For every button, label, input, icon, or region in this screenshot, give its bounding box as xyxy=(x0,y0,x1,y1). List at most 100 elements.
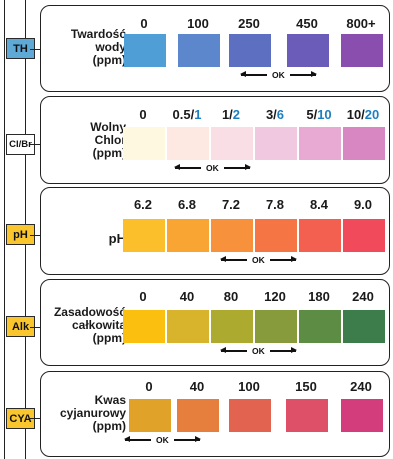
value-label-free-chlorine: 10/20 xyxy=(340,107,386,122)
test-pad-th: TH xyxy=(6,38,35,59)
value-label-total-hardness: 100 xyxy=(187,16,209,31)
color-swatch-total-alkalinity xyxy=(123,310,165,343)
ok-range-total-hardness: OK xyxy=(240,70,317,80)
row-title-cyanuric-acid: Kwas cyjanurowy (ppm) xyxy=(41,394,126,433)
test-pad-ph: pH xyxy=(6,224,35,245)
connector-alk xyxy=(30,327,42,340)
color-swatch-total-alkalinity xyxy=(343,310,385,343)
color-swatch-free-chlorine xyxy=(123,127,165,160)
value-label-total-hardness: 250 xyxy=(238,16,260,31)
test-pad-ph-label: pH xyxy=(13,228,28,241)
color-swatch-total-alkalinity xyxy=(167,310,209,343)
value-label-total-hardness: 450 xyxy=(296,16,318,31)
ok-label: OK xyxy=(252,346,265,356)
ok-arrow-right-icon xyxy=(269,346,297,355)
color-swatch-cyanuric-acid xyxy=(129,399,171,432)
ok-range-cyanuric-acid: OK xyxy=(124,435,201,445)
color-swatch-total-hardness xyxy=(178,34,220,67)
row-title-line: (ppm) xyxy=(92,331,126,345)
color-swatch-ph xyxy=(123,219,165,252)
row-title-line: Chlor xyxy=(94,133,126,147)
color-swatch-cyanuric-acid xyxy=(177,399,219,432)
color-swatch-total-hardness xyxy=(341,34,383,67)
ok-label: OK xyxy=(156,435,169,445)
ok-arrow-right-icon xyxy=(289,70,317,79)
color-swatch-total-hardness xyxy=(124,34,166,67)
value-part: 5/ xyxy=(306,107,318,122)
color-swatch-total-hardness xyxy=(287,34,329,67)
value-part: 10/ xyxy=(346,107,365,122)
ok-arrow-left-icon xyxy=(220,255,247,264)
value-part-alt: 6 xyxy=(276,107,285,122)
color-swatch-total-hardness xyxy=(229,34,271,67)
color-swatch-free-chlorine xyxy=(255,127,297,160)
panel-free-chlorine: Wolny Chlor (ppm) 0 0.5/1 1/2 3/6 5/10 10/20 OK xyxy=(40,96,390,184)
ok-arrow-right-icon xyxy=(223,163,251,172)
row-title-line: Zasadowość xyxy=(53,305,126,319)
row-title-line: cyjanurowy xyxy=(59,406,126,420)
panel-ph: pH 6.2 6.8 7.2 7.8 8.4 9.0 OK xyxy=(40,187,390,275)
value-label-free-chlorine: 0.5/1 xyxy=(164,107,210,122)
row-title-line: (ppm) xyxy=(92,419,126,433)
value-label-cyanuric-acid: 150 xyxy=(295,379,317,394)
row-title-line: Kwas xyxy=(94,393,126,407)
color-swatch-ph xyxy=(299,219,341,252)
ok-label: OK xyxy=(206,163,219,173)
ok-range-total-alkalinity: OK xyxy=(220,346,297,356)
value-label-cyanuric-acid: 100 xyxy=(238,379,260,394)
panel-total-alkalinity: Zasadowość całkowita (ppm) 0 40 80 120 180 240 OK xyxy=(40,279,390,366)
value-part-alt: 2 xyxy=(232,107,241,122)
connector-th xyxy=(30,49,42,62)
row-title-line: (ppm) xyxy=(92,146,126,160)
row-title-ph: pH xyxy=(41,232,126,245)
color-swatch-cyanuric-acid xyxy=(286,399,328,432)
test-pad-th-label: TH xyxy=(13,42,28,55)
color-swatch-cyanuric-acid xyxy=(229,399,271,432)
value-label-ph: 7.2 xyxy=(221,197,241,212)
test-pad-cya-label: CYA xyxy=(9,412,32,425)
row-title-total-hardness: Twardość wody (ppm) xyxy=(41,28,126,67)
row-title-line: pH xyxy=(108,231,126,246)
value-label-free-chlorine: 5/10 xyxy=(296,107,342,122)
ok-arrow-left-icon xyxy=(124,435,151,444)
ok-arrow-left-icon xyxy=(220,346,247,355)
value-part: 3/ xyxy=(265,107,277,122)
ok-arrow-left-icon xyxy=(174,163,201,172)
color-swatch-free-chlorine xyxy=(299,127,341,160)
color-swatch-total-alkalinity xyxy=(299,310,341,343)
row-title-free-chlorine: Wolny Chlor (ppm) xyxy=(41,121,126,160)
color-swatch-total-alkalinity xyxy=(211,310,253,343)
value-label-total-hardness: 800+ xyxy=(346,16,376,31)
value-label-ph: 6.8 xyxy=(177,197,197,212)
value-label-free-chlorine: 0 xyxy=(139,107,147,122)
value-part: 0.5/ xyxy=(172,107,195,122)
value-label-ph: 9.0 xyxy=(353,197,373,212)
color-swatch-free-chlorine xyxy=(343,127,385,160)
value-part-alt: 1 xyxy=(194,107,202,122)
test-pad-cl-br-label: Cl/Br xyxy=(9,139,32,150)
value-part-alt: 10 xyxy=(317,107,332,122)
row-title-line: (ppm) xyxy=(92,53,126,67)
color-swatch-free-chlorine xyxy=(211,127,253,160)
test-pad-alk: Alk xyxy=(6,316,35,337)
ok-arrow-right-icon xyxy=(173,435,201,444)
value-label-total-alkalinity: 240 xyxy=(352,289,374,304)
value-label-ph: 7.8 xyxy=(265,197,285,212)
color-swatch-ph xyxy=(343,219,385,252)
value-part: 1/ xyxy=(221,107,233,122)
row-title-line: całkowita xyxy=(71,318,126,332)
test-pad-alk-label: Alk xyxy=(11,320,30,333)
ok-range-free-chlorine: OK xyxy=(174,163,251,173)
connector-cl-br xyxy=(30,144,42,157)
value-label-ph: 6.2 xyxy=(133,197,153,212)
row-title-line: wody xyxy=(95,40,126,54)
value-label-total-alkalinity: 40 xyxy=(179,289,195,304)
test-strip: TH Cl/Br pH Alk CYA xyxy=(4,0,35,459)
value-label-total-alkalinity: 180 xyxy=(308,289,330,304)
value-label-free-chlorine: 1/2 xyxy=(208,107,254,122)
row-title-line: Twardość xyxy=(70,27,126,41)
test-pad-cya: CYA xyxy=(6,408,35,429)
color-swatch-ph xyxy=(167,219,209,252)
color-swatch-total-alkalinity xyxy=(255,310,297,343)
value-part-alt: 20 xyxy=(364,107,380,122)
